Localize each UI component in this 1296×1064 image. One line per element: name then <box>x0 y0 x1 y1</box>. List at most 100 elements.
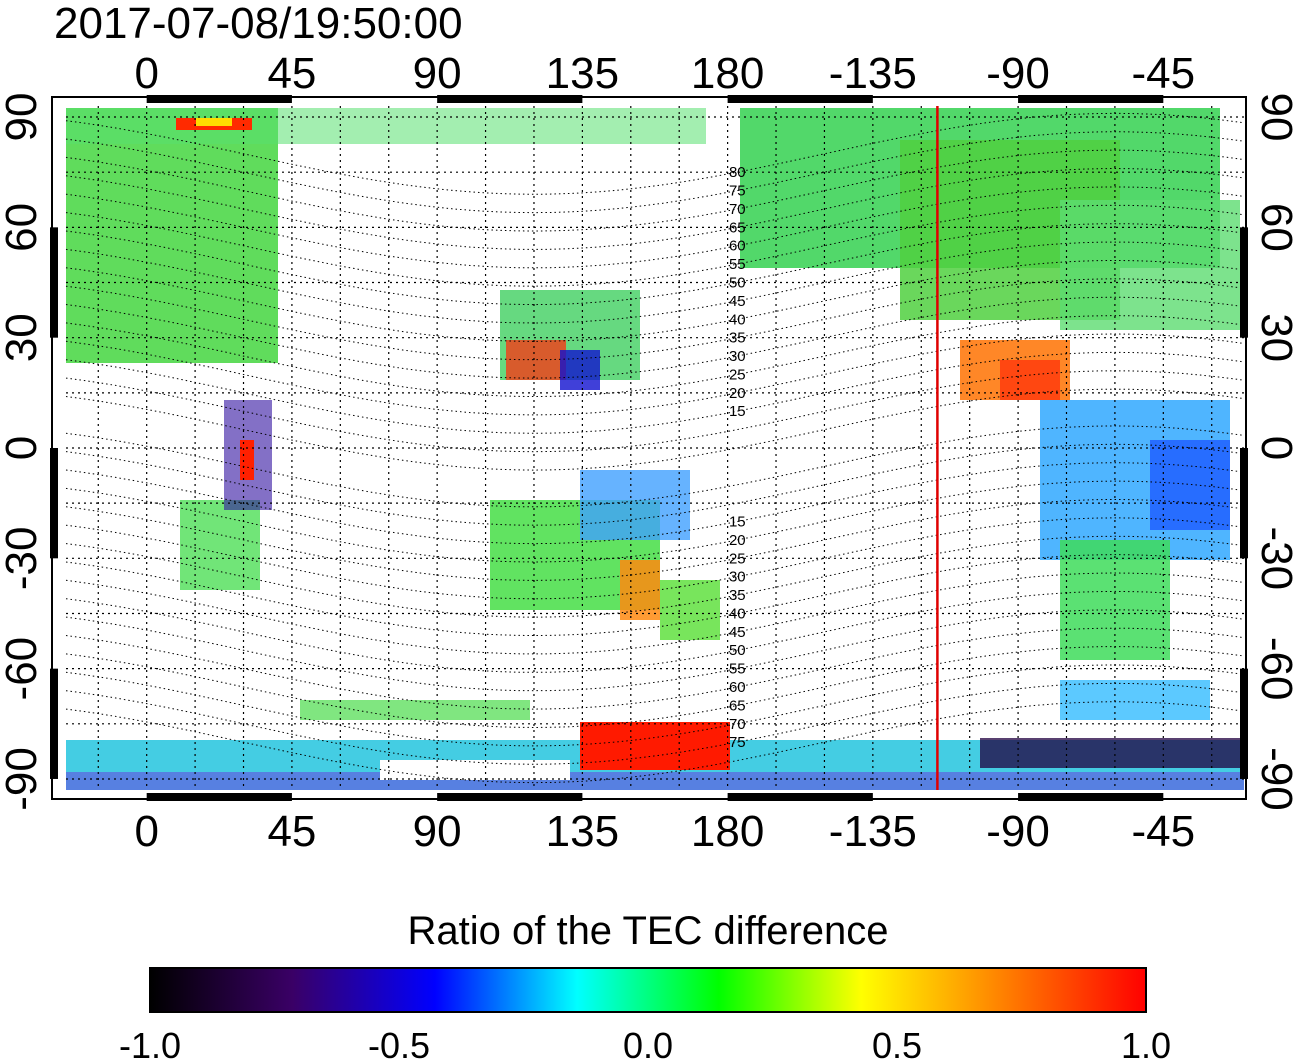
magnetic-latitude-label: 45 <box>729 624 746 641</box>
magnetic-latitude-contour <box>65 646 1245 729</box>
magnetic-latitude-label: 65 <box>729 697 746 714</box>
magnetic-latitude-contours <box>65 112 1245 784</box>
timestamp-title: 2017-07-08/19:50:00 <box>54 0 463 48</box>
latitude-tick-label: -90 <box>0 747 46 811</box>
frame-bar-left <box>50 668 58 779</box>
colorbar-tick-label: -1.0 <box>119 1025 181 1064</box>
colorbar <box>149 967 1147 1013</box>
magnetic-latitude-contour <box>65 204 1245 287</box>
latitude-tick-label: 60 <box>1252 203 1296 252</box>
magnetic-latitude-contour <box>65 517 1245 600</box>
colorbar-tick-label: 0.5 <box>872 1025 922 1064</box>
latitude-tick-label: 60 <box>0 203 46 252</box>
frame-bar-top <box>437 95 583 103</box>
latitude-tick-label: -60 <box>0 637 46 701</box>
longitude-tick-label: 45 <box>267 807 316 856</box>
latitude-tick-label: 90 <box>1252 93 1296 142</box>
frame-bar-top <box>146 95 292 103</box>
frame-bar-right <box>1240 227 1248 338</box>
magnetic-latitude-label: 50 <box>729 642 746 659</box>
longitude-tick-label: -90 <box>986 807 1050 856</box>
frame-bar-bottom <box>1018 793 1164 801</box>
magnetic-latitude-contour <box>65 167 1245 250</box>
magnetic-latitude-label: 75 <box>729 734 746 751</box>
colorbar-title: Ratio of the TEC difference <box>407 909 889 953</box>
magnetic-latitude-label: 20 <box>729 532 746 549</box>
magnetic-latitude-label: 45 <box>729 293 746 310</box>
magnetic-latitude-label: 55 <box>729 661 746 678</box>
magnetic-latitude-contour <box>65 535 1245 618</box>
colorbar-tick-label: 0.0 <box>623 1025 673 1064</box>
longitude-tick-label: 180 <box>691 49 764 98</box>
frame-bar-bottom <box>727 793 873 801</box>
magnetic-latitude-contour <box>65 572 1245 655</box>
frame-bar-top <box>1018 95 1164 103</box>
colorbar-ticks: -1.0 -0.5 0.0 0.5 1.0 <box>119 1025 1171 1064</box>
latitude-tick-label: 0 <box>0 436 46 460</box>
latitude-ticks-right: 90 60 30 0 -30 -60 -90 <box>1252 93 1296 811</box>
magnetic-latitude-label: 30 <box>729 569 746 586</box>
magnetic-latitude-contour <box>65 131 1245 214</box>
magnetic-latitude-contour <box>65 259 1245 342</box>
frame-bar-right <box>1240 668 1248 779</box>
magnetic-latitude-label: 80 <box>729 164 746 181</box>
latitude-tick-label: -30 <box>1252 527 1296 591</box>
magnetic-latitude-contour <box>65 443 1245 526</box>
magnetic-latitude-contour <box>65 498 1245 581</box>
magnetic-latitude-label: 60 <box>729 238 746 255</box>
magnetic-latitude-contour <box>65 241 1245 324</box>
frame-bar-left <box>50 227 58 338</box>
latitude-tick-label: 30 <box>0 313 46 362</box>
latitude-tick-label: -30 <box>0 527 46 591</box>
magnetic-latitude-label: 50 <box>729 274 746 291</box>
longitude-tick-label: -135 <box>829 807 917 856</box>
magnetic-latitude-label: 70 <box>729 201 746 218</box>
longitude-tick-label: 90 <box>413 49 462 98</box>
magnetic-latitude-contour <box>65 425 1245 508</box>
magnetic-latitude-contour <box>65 701 1245 784</box>
longitude-tick-label: 135 <box>546 49 619 98</box>
magnetic-latitude-contour <box>65 627 1245 710</box>
latitude-tick-label: 90 <box>0 93 46 142</box>
longitude-ticks-bottom: 0 45 90 135 180 -135 -90 -45 <box>134 807 1195 856</box>
magnetic-latitude-label: 75 <box>729 183 746 200</box>
magnetic-latitude-label: 65 <box>729 219 746 236</box>
colorbar-tick-label: -0.5 <box>368 1025 430 1064</box>
latitude-tick-label: 0 <box>1252 436 1296 460</box>
magnetic-latitude-contour <box>65 149 1245 232</box>
longitude-tick-label: 135 <box>546 807 619 856</box>
magnetic-latitude-contour <box>65 590 1245 673</box>
colorbar-tick-label: 1.0 <box>1121 1025 1171 1064</box>
magnetic-latitude-label: 15 <box>729 403 746 420</box>
magnetic-latitude-contour <box>65 388 1245 471</box>
longitude-tick-label: 90 <box>413 807 462 856</box>
graticule <box>66 106 1244 790</box>
magnetic-latitude-label: 40 <box>729 605 746 622</box>
magnetic-latitude-contour <box>65 333 1245 416</box>
magnetic-latitude-label: 40 <box>729 311 746 328</box>
magnetic-latitude-contour <box>65 609 1245 692</box>
magnetic-latitude-label: 30 <box>729 348 746 365</box>
magnetic-latitude-contour <box>65 351 1245 434</box>
frame-bar-left <box>50 448 58 559</box>
magnetic-latitude-contour <box>65 223 1245 306</box>
magnetic-latitude-label: 55 <box>729 256 746 273</box>
magnetic-latitude-contour <box>65 278 1245 361</box>
magnetic-latitude-label: 20 <box>729 385 746 402</box>
latitude-tick-label: -90 <box>1252 747 1296 811</box>
magnetic-latitude-label: 25 <box>729 550 746 567</box>
magnetic-latitude-contour <box>65 682 1245 765</box>
longitude-ticks-top: 0 45 90 135 180 -135 -90 -45 <box>134 49 1195 98</box>
magnetic-latitude-label: 15 <box>729 514 746 531</box>
longitude-tick-label: 180 <box>691 807 764 856</box>
magnetic-latitude-contour <box>65 112 1245 195</box>
latitude-tick-label: 30 <box>1252 313 1296 362</box>
magnetic-latitude-contour <box>65 480 1245 563</box>
longitude-tick-label: 45 <box>267 49 316 98</box>
magnetic-latitude-contour <box>65 664 1245 747</box>
magnetic-latitude-contour <box>65 315 1245 398</box>
latitude-ticks-left: 90 60 30 0 -30 -60 -90 <box>0 93 46 811</box>
frame-bar-right <box>1240 448 1248 559</box>
